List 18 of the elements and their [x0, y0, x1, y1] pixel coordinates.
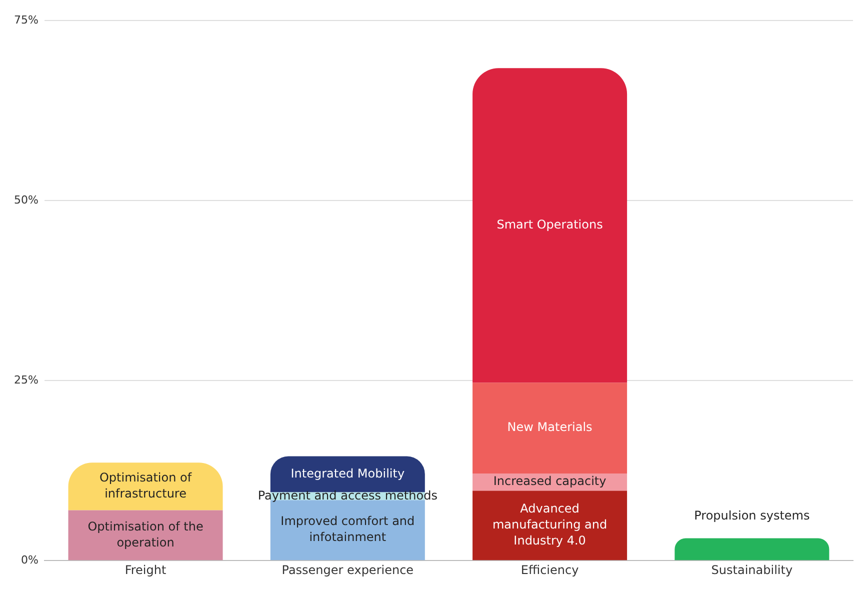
- x-tick-label: Passenger experience: [282, 562, 414, 577]
- series-label: Integrated Mobility: [290, 466, 405, 480]
- series-label: Smart Operations: [496, 218, 603, 232]
- series-label: Increased capacity: [493, 474, 606, 488]
- series-label: Propulsion systems: [694, 508, 810, 522]
- series-label: Improved comfort and infotainment: [280, 514, 415, 544]
- y-tick-label: 0%: [20, 553, 38, 566]
- series-label: New Materials: [507, 420, 592, 434]
- series-label: Advanced manufacturing and Industry 4.0: [492, 502, 608, 548]
- x-tick-label: Sustainability: [711, 562, 793, 577]
- y-tick-label: 50%: [14, 193, 38, 206]
- x-tick-label: Efficiency: [520, 562, 579, 577]
- series-label: Payment and access methods: [258, 488, 438, 502]
- series-label: Optimisation of the operation: [88, 519, 204, 550]
- series-label: Optimisation of infrastructure: [99, 470, 192, 501]
- y-tick-label: 75%: [14, 13, 38, 26]
- x-tick-label: Freight: [124, 562, 166, 577]
- y-tick-label: 25%: [14, 373, 38, 386]
